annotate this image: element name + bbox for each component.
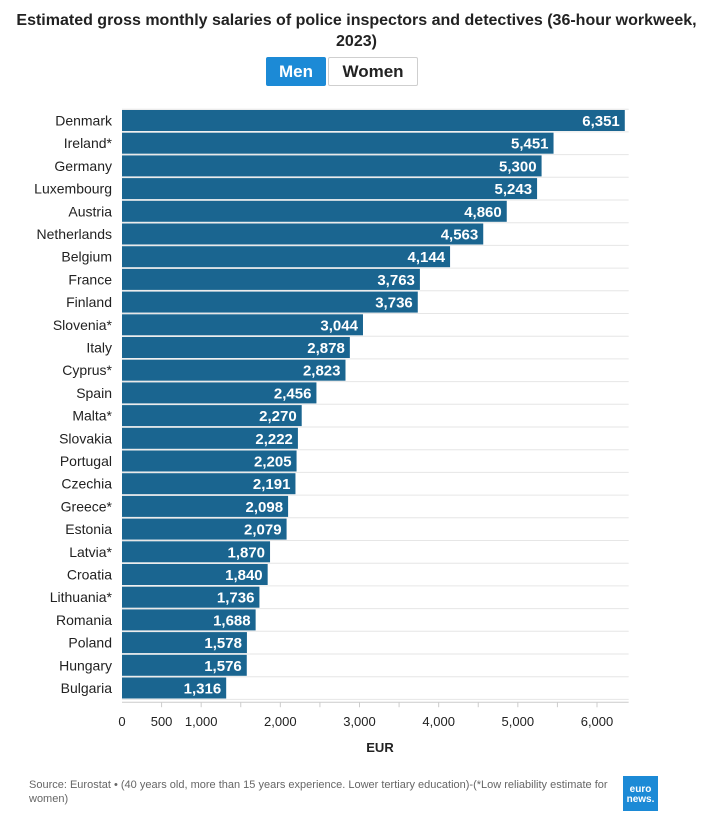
category-label: Slovenia*	[53, 317, 113, 333]
svg-text:news.: news.	[627, 794, 655, 805]
category-label: Latvia*	[69, 544, 112, 560]
bar-chart: Denmark 6,351 Ireland* 5,451 Germany 5,300 Lux…	[34, 108, 629, 755]
value-label: 2,079	[244, 522, 282, 539]
x-tick-label: 500	[151, 714, 173, 729]
category-label: Estonia	[65, 521, 112, 537]
bar	[122, 586, 260, 608]
value-label: 2,098	[246, 499, 284, 516]
value-label: 2,191	[253, 476, 291, 493]
women-button[interactable]: Women	[328, 57, 418, 86]
category-label: Spain	[76, 385, 112, 401]
value-label: 1,576	[204, 658, 242, 675]
value-label: 2,823	[303, 363, 341, 380]
category-label: Netherlands	[37, 226, 113, 242]
gender-toggle: Men Women	[266, 57, 418, 86]
source-note: Source: Eurostat • (40 years old, more t…	[29, 779, 608, 805]
value-label: 4,563	[441, 227, 479, 244]
men-button[interactable]: Men	[266, 57, 326, 86]
category-label: Germany	[54, 158, 112, 174]
bar	[122, 110, 625, 131]
category-label: Romania	[56, 612, 112, 628]
value-label: 1,736	[217, 590, 255, 607]
bar	[122, 246, 451, 268]
category-label: Portugal	[60, 453, 112, 469]
category-label: Poland	[68, 635, 112, 651]
bar	[122, 518, 287, 540]
bar	[122, 200, 507, 222]
bar	[122, 654, 247, 676]
value-label: 3,763	[377, 272, 415, 289]
category-label: Malta*	[72, 408, 112, 424]
category-label: Ireland*	[64, 135, 113, 151]
x-tick-label: 5,000	[502, 714, 535, 729]
bar	[122, 632, 247, 654]
value-label: 4,144	[408, 249, 446, 266]
category-label: Cyprus*	[62, 362, 112, 378]
value-label: 2,456	[274, 385, 312, 402]
value-label: 5,243	[495, 181, 533, 198]
category-label: Finland	[66, 294, 112, 310]
value-label: 2,222	[255, 431, 293, 448]
bar	[122, 541, 271, 563]
value-label: 2,270	[259, 408, 297, 425]
value-label: 5,451	[511, 136, 549, 153]
category-label: Italy	[86, 340, 112, 356]
bar	[122, 564, 268, 585]
bar	[122, 132, 554, 154]
x-tick-label: 0	[118, 714, 125, 729]
bar	[122, 359, 346, 381]
category-label: Greece*	[61, 498, 113, 514]
bar	[122, 450, 297, 472]
value-label: 3,044	[320, 317, 358, 334]
category-label: Lithuania*	[50, 589, 113, 605]
bar	[122, 427, 298, 449]
value-label: 3,736	[375, 295, 413, 312]
x-tick-label: 6,000	[581, 714, 614, 729]
value-label: 1,316	[184, 681, 222, 698]
bar	[122, 495, 289, 517]
bar	[122, 291, 418, 313]
x-tick-label: 2,000	[264, 714, 297, 729]
bar	[122, 473, 296, 495]
x-axis-label: EUR	[366, 740, 394, 755]
x-tick-label: 4,000	[422, 714, 455, 729]
value-label: 5,300	[499, 158, 537, 175]
value-label: 6,351	[582, 113, 620, 130]
bar	[122, 155, 542, 177]
category-label: Denmark	[55, 113, 113, 129]
category-label: France	[68, 271, 112, 287]
value-label: 1,870	[227, 544, 265, 561]
bar	[122, 405, 302, 427]
x-tick-label: 1,000	[185, 714, 218, 729]
bar	[122, 609, 256, 631]
svg-text:euro: euro	[630, 784, 652, 795]
chart-title: Estimated gross monthly salaries of poli…	[16, 12, 697, 50]
euronews-logo: euro news.	[623, 776, 658, 811]
bar	[122, 268, 420, 290]
value-label: 1,688	[213, 612, 251, 629]
bar	[122, 337, 350, 358]
category-label: Belgium	[61, 249, 112, 265]
category-label: Bulgaria	[61, 680, 113, 696]
x-tick-label: 3,000	[343, 714, 376, 729]
bar	[122, 178, 538, 200]
value-label: 1,578	[204, 635, 242, 652]
bar	[122, 382, 317, 404]
bar	[122, 314, 363, 336]
bar	[122, 677, 227, 699]
category-label: Slovakia	[59, 430, 112, 446]
value-label: 1,840	[225, 567, 263, 584]
value-label: 2,878	[307, 340, 345, 357]
value-label: 4,860	[464, 204, 502, 221]
bar	[122, 223, 484, 245]
category-label: Hungary	[59, 657, 112, 673]
category-label: Luxembourg	[34, 181, 112, 197]
category-label: Croatia	[67, 567, 112, 583]
category-label: Czechia	[61, 476, 112, 492]
category-label: Austria	[68, 203, 112, 219]
value-label: 2,205	[254, 454, 292, 471]
